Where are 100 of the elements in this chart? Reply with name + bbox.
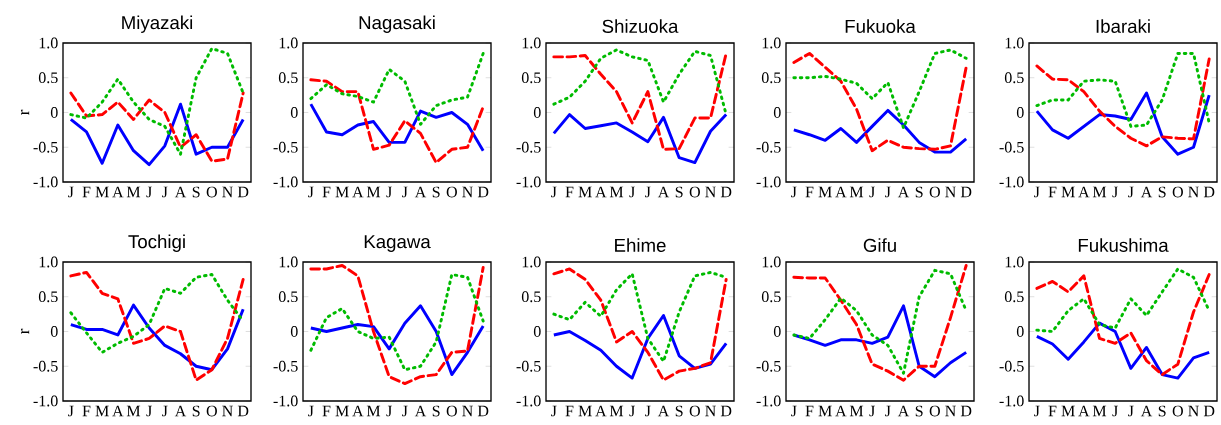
- y-tick-label: 0: [533, 326, 541, 337]
- x-tick-label: A: [1078, 405, 1090, 417]
- line-series: [309, 102, 485, 153]
- x-tick-label: J: [146, 186, 152, 198]
- y-tick-label: 1.0: [279, 256, 298, 268]
- x-tick-label: O: [1172, 186, 1183, 198]
- x-tick-label: J: [1128, 405, 1134, 417]
- x-tick-label: J: [645, 186, 651, 198]
- x-tick-label: M: [818, 405, 832, 417]
- chart-title: Nagasaki: [359, 15, 435, 33]
- x-tick-label: A: [112, 186, 124, 198]
- line-series: [792, 108, 968, 154]
- x-tick-label: J: [1112, 186, 1118, 198]
- x-tick-label: S: [915, 405, 923, 417]
- x-tick-label: N: [705, 186, 716, 198]
- x-tick-label: A: [897, 405, 910, 417]
- y-tick-label: 0.5: [1004, 72, 1024, 84]
- x-tick-label: D: [960, 186, 972, 198]
- y-tick-label: 1.0: [39, 37, 58, 49]
- chart-title: Ehime: [615, 238, 666, 252]
- x-tick-label: F: [1048, 186, 1057, 198]
- y-tick-label: 0.5: [521, 72, 541, 84]
- x-tick-label: M: [95, 186, 109, 198]
- y-tick-label: -1.0: [756, 395, 781, 407]
- x-tick-label: M: [366, 405, 381, 417]
- x-tick-label: M: [1092, 186, 1107, 198]
- chart-title: Shizuoka: [602, 19, 679, 33]
- y-tick-label: 0.5: [38, 72, 58, 84]
- x-tick-label: F: [565, 186, 574, 198]
- x-tick-label: A: [1140, 405, 1153, 417]
- x-tick-label: D: [477, 405, 489, 417]
- x-tick-label: A: [1140, 186, 1153, 198]
- x-tick-label: J: [791, 186, 797, 198]
- y-tick-label: -0.5: [999, 360, 1024, 372]
- x-tick-label: D: [237, 186, 249, 198]
- x-tick-label: A: [414, 186, 427, 198]
- x-tick-label: D: [237, 405, 249, 417]
- x-tick-label: A: [657, 186, 670, 198]
- x-tick-label: F: [805, 405, 814, 417]
- x-tick-label: M: [126, 405, 141, 417]
- y-tick-label: 0: [290, 326, 298, 337]
- y-tick-label: -1.0: [516, 176, 541, 188]
- x-tick-label: A: [414, 405, 427, 417]
- x-tick-label: J: [308, 186, 314, 198]
- y-tick-label: -0.5: [756, 360, 781, 372]
- y-tick-label: -0.5: [273, 141, 298, 153]
- x-tick-label: J: [1034, 405, 1040, 417]
- x-tick-label: S: [915, 186, 923, 198]
- x-tick-label: J: [1112, 405, 1118, 417]
- x-tick-label: S: [192, 186, 200, 198]
- x-tick-label: M: [335, 405, 349, 417]
- x-tick-label: M: [366, 186, 381, 198]
- y-tick-label: 0: [773, 326, 781, 337]
- x-tick-label: A: [897, 186, 910, 198]
- x-tick-label: S: [192, 405, 200, 417]
- x-tick-label: M: [335, 186, 349, 198]
- x-tick-label: S: [1158, 405, 1166, 417]
- line-series: [552, 267, 728, 382]
- line-series: [69, 270, 245, 382]
- x-tick-label: M: [1061, 405, 1075, 417]
- x-tick-label: J: [162, 405, 168, 417]
- y-tick-label: 0.5: [1004, 291, 1024, 303]
- y-tick-label: 0: [50, 326, 58, 337]
- chart-title: Miyazaki: [122, 15, 193, 33]
- line-series: [69, 47, 245, 156]
- x-tick-label: A: [174, 186, 187, 198]
- y-tick-label: -1.0: [999, 395, 1024, 407]
- x-tick-label: F: [82, 405, 91, 417]
- x-tick-label: O: [1172, 405, 1183, 417]
- y-tick-label: 0: [290, 107, 298, 118]
- x-tick-label: F: [565, 405, 574, 417]
- y-tick-label: -1.0: [273, 176, 298, 188]
- x-tick-label: J: [1034, 186, 1040, 198]
- x-tick-label: A: [835, 405, 847, 417]
- x-tick-label: F: [322, 186, 331, 198]
- line-series: [1035, 57, 1211, 148]
- x-tick-label: J: [386, 186, 392, 198]
- x-tick-label: N: [705, 405, 716, 417]
- x-tick-label: D: [960, 405, 972, 417]
- y-tick-label: -1.0: [999, 176, 1024, 188]
- x-tick-label: A: [352, 405, 364, 417]
- line-series: [792, 51, 968, 153]
- x-tick-label: A: [352, 186, 364, 198]
- line-series: [309, 78, 485, 164]
- x-tick-label: N: [1188, 186, 1199, 198]
- y-axis-title: r: [20, 109, 30, 116]
- line-series: [1035, 267, 1211, 333]
- x-tick-label: J: [869, 186, 875, 198]
- y-tick-label: 0.5: [521, 291, 541, 303]
- x-tick-label: J: [645, 405, 651, 417]
- x-tick-label: O: [689, 186, 700, 198]
- x-tick-label: S: [675, 186, 683, 198]
- y-tick-label: 1.0: [1005, 37, 1024, 49]
- x-tick-label: M: [818, 186, 832, 198]
- y-tick-label: -0.5: [273, 360, 298, 372]
- x-tick-label: D: [477, 186, 489, 198]
- x-tick-label: F: [805, 186, 814, 198]
- x-tick-label: J: [885, 186, 891, 198]
- line-series: [69, 91, 245, 163]
- x-tick-label: A: [835, 186, 847, 198]
